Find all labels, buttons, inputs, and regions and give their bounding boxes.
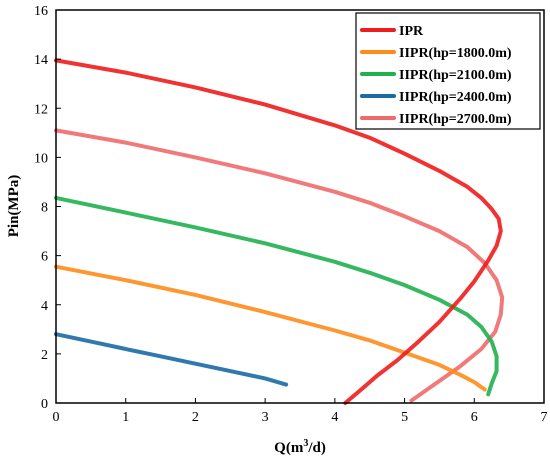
series-line-0 bbox=[54, 58, 503, 405]
y-tick-label: 14 bbox=[34, 53, 48, 68]
series-line-2 bbox=[54, 195, 499, 397]
x-tick-label: 2 bbox=[192, 410, 199, 425]
legend-label-0: IPR bbox=[399, 24, 424, 39]
y-tick-label: 0 bbox=[41, 397, 48, 412]
y-axis-title: Pin(MPa) bbox=[6, 175, 22, 237]
legend-label-3: IIPR(hp=2400.0m) bbox=[399, 90, 512, 105]
legend-label-2: IIPR(hp=2100.0m) bbox=[399, 68, 512, 83]
x-tick-label: 7 bbox=[541, 410, 548, 425]
y-tick-label: 4 bbox=[41, 299, 48, 314]
x-tick-label: 1 bbox=[122, 410, 129, 425]
legend: IPR IIPR(hp=1800.0m) IIPR(hp=2100.0m) IIPR(… bbox=[355, 12, 541, 130]
y-tick-label: 12 bbox=[34, 102, 48, 117]
series-line-1 bbox=[54, 264, 487, 392]
x-tick-label: 5 bbox=[401, 410, 408, 425]
x-axis-title-main: Q(m bbox=[274, 440, 304, 456]
y-tick-label: 2 bbox=[41, 348, 48, 363]
x-axis-title: Q(m3/d) bbox=[274, 438, 326, 456]
y-tick-label: 10 bbox=[34, 151, 48, 166]
x-tick-label: 0 bbox=[53, 410, 60, 425]
series-layer bbox=[54, 58, 505, 405]
x-tick-label: 6 bbox=[471, 410, 478, 425]
legend-label-1: IIPR(hp=1800.0m) bbox=[399, 46, 512, 61]
x-tick-label: 4 bbox=[331, 410, 338, 425]
y-tick-label: 8 bbox=[41, 201, 48, 216]
y-tick-label: 16 bbox=[34, 4, 48, 19]
legend-box bbox=[355, 12, 541, 130]
legend-label-4: IIPR(hp=2700.0m) bbox=[399, 112, 512, 127]
x-axis-title-tail: /d) bbox=[307, 440, 326, 456]
x-tick-label: 3 bbox=[262, 410, 269, 425]
y-tick-label: 6 bbox=[41, 250, 48, 265]
series-line-4 bbox=[54, 128, 505, 403]
series-line-3 bbox=[54, 332, 289, 387]
x-axis-title-sup: 3 bbox=[303, 438, 308, 449]
x-axis-ticks: 0 1 2 3 4 5 6 7 bbox=[53, 398, 548, 425]
y-axis-ticks: 0 2 4 6 8 10 12 14 16 bbox=[34, 4, 61, 412]
